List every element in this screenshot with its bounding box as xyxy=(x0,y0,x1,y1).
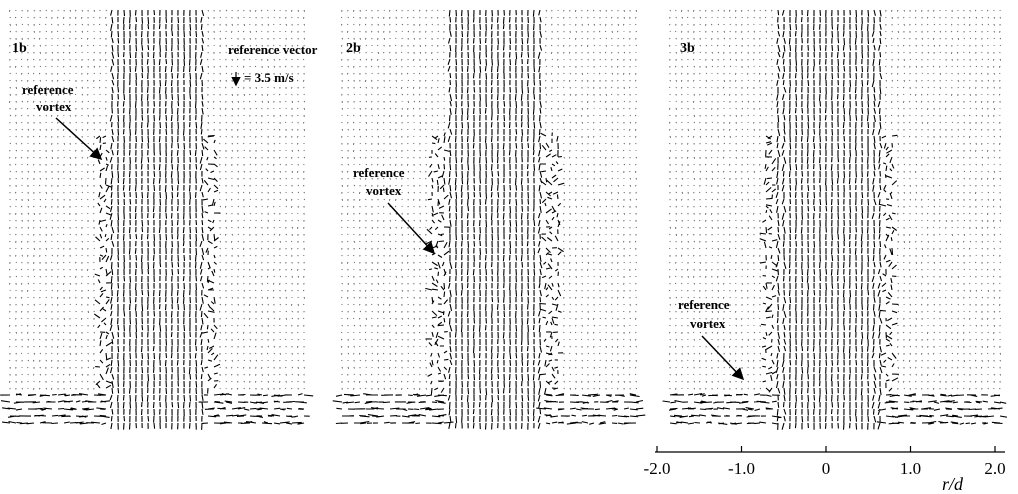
vortex-label: vortex xyxy=(366,183,402,198)
panel-label: 1b xyxy=(12,41,27,56)
scale-tick-label: 2.0 xyxy=(984,459,1005,478)
panel-label: 2b xyxy=(346,41,361,56)
scale-tick-label: -2.0 xyxy=(644,459,671,478)
vector-field-background xyxy=(8,9,306,390)
vortex-label: vortex xyxy=(690,316,726,331)
vector-field-jet xyxy=(0,9,314,430)
scale-tick-label: 0 xyxy=(822,459,831,478)
vector-field-background xyxy=(668,9,1002,390)
scale-tick-label: -1.0 xyxy=(728,459,755,478)
reference-vector-value: = 3.5 m/s xyxy=(244,70,294,85)
vortex-label: reference xyxy=(353,165,405,180)
vector-field-background xyxy=(340,9,638,390)
reference-vector-title: reference vector xyxy=(228,42,318,57)
vortex-label: reference xyxy=(22,82,74,97)
vortex-arrow xyxy=(701,335,745,381)
scale: -2.0 -1.0 0 1.0 2.0 xyxy=(644,446,1006,478)
vortex-arrow xyxy=(387,202,436,255)
vector-field-jet xyxy=(662,9,1007,430)
vector-field-jet xyxy=(332,9,646,430)
vortex-label: reference xyxy=(678,297,730,312)
vortex-label: vortex xyxy=(36,99,72,114)
scale-tick-label: 1.0 xyxy=(900,459,921,478)
panel-label: 3b xyxy=(680,41,695,56)
vortex-arrow xyxy=(55,117,103,161)
vector-fields xyxy=(0,9,1007,430)
scale-label: r/d xyxy=(942,474,964,494)
